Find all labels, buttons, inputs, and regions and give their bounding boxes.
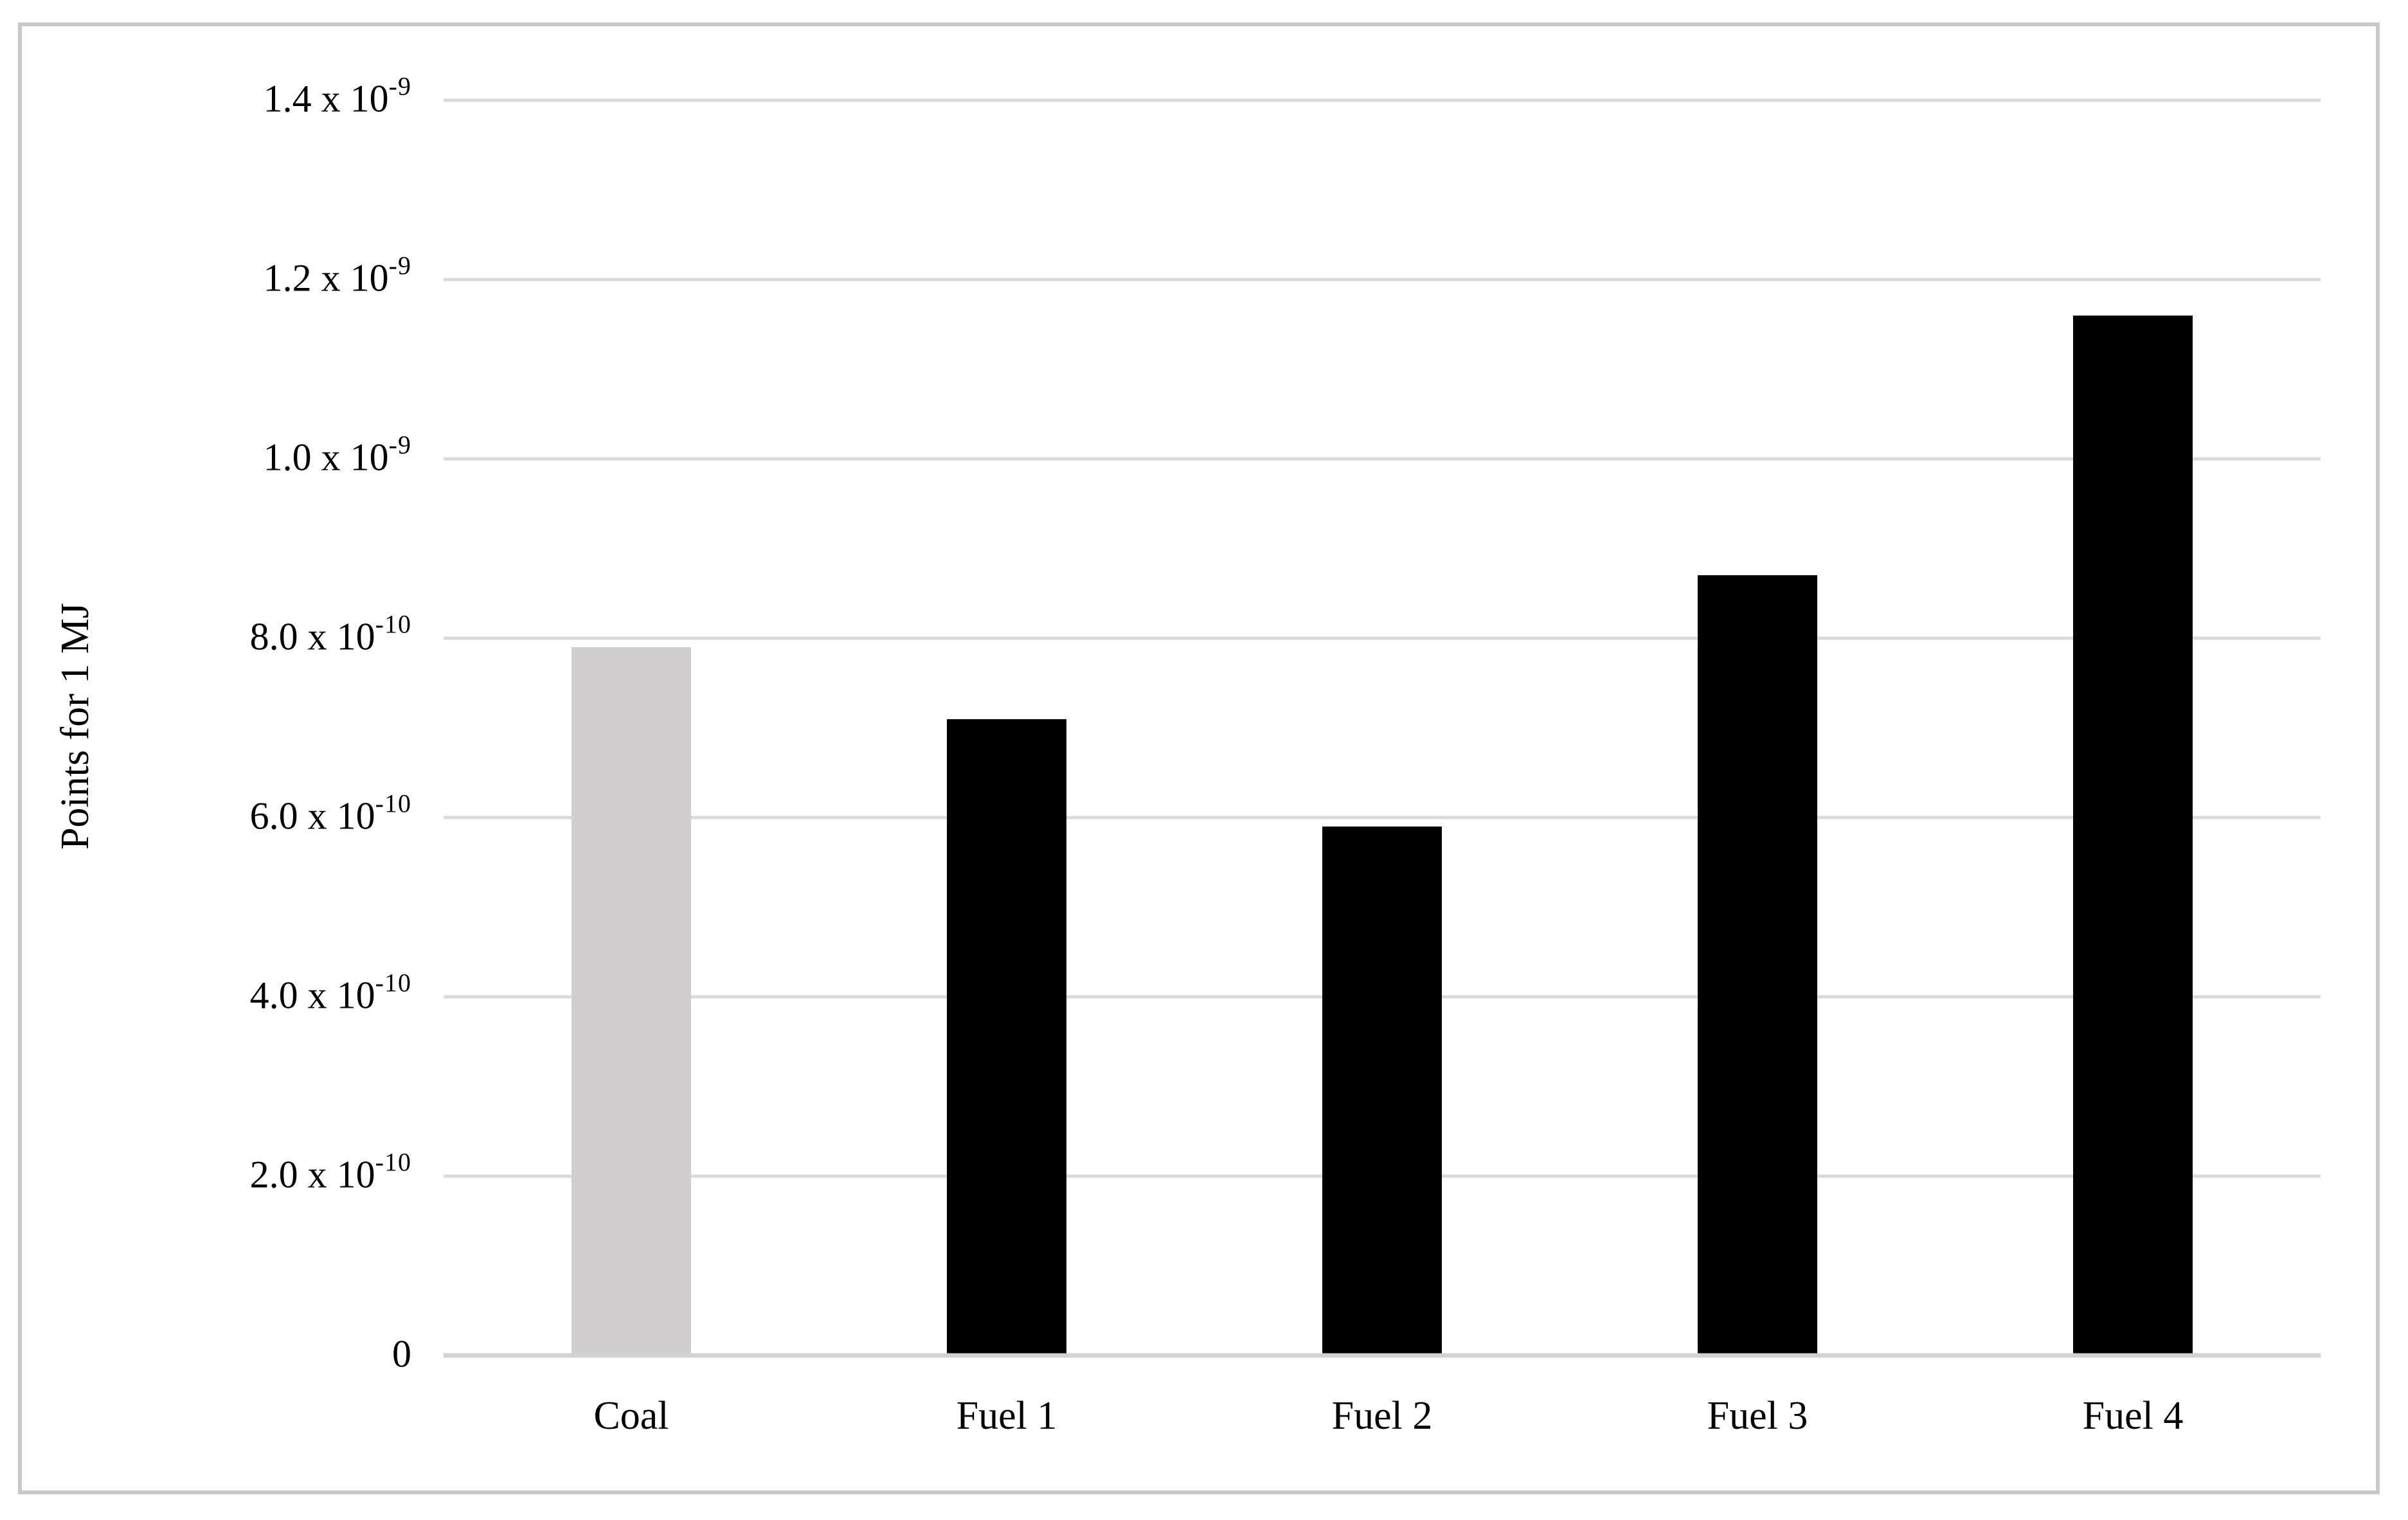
- gridline-6.0x10-10: [444, 816, 2321, 819]
- y-axis-title: Points for 1 MJ: [53, 602, 97, 850]
- ytick-mantissa: 4.0 x 10: [249, 974, 375, 1017]
- xtick-label-coal: Coal: [593, 1394, 669, 1438]
- bar-fuel-1: [947, 719, 1066, 1355]
- xtick-label-fuel-3: Fuel 3: [1707, 1394, 1808, 1438]
- gridline-1.0x10-9: [444, 457, 2321, 461]
- ytick-exponent: -9: [388, 430, 411, 460]
- figure-border: [18, 22, 2380, 1494]
- ytick-exponent: -10: [375, 609, 411, 639]
- bar-coal: [571, 647, 691, 1355]
- ytick-label-0: 0: [392, 1335, 411, 1373]
- x-axis-line: [444, 1353, 2321, 1358]
- ytick-label-4.0x10-10: 4.0 x 10-10: [249, 970, 411, 1017]
- ytick-exponent: -9: [388, 251, 411, 280]
- xtick-label-fuel-1: Fuel 1: [956, 1394, 1057, 1438]
- ytick-label-2.0x10-10: 2.0 x 10-10: [249, 1149, 411, 1196]
- ytick-label-1.0x10-9: 1.0 x 10-9: [263, 432, 411, 479]
- ytick-exponent: -10: [375, 789, 411, 818]
- ytick-mantissa: 8.0 x 10: [249, 615, 375, 658]
- ytick-label-8.0x10-10: 8.0 x 10-10: [249, 611, 411, 658]
- ytick-label-1.2x10-9: 1.2 x 10-9: [263, 253, 411, 300]
- xtick-label-fuel-2: Fuel 2: [1331, 1394, 1433, 1438]
- bar-fuel-2: [1322, 826, 1442, 1355]
- ytick-exponent: -9: [388, 71, 411, 101]
- ytick-mantissa: 1.2 x 10: [263, 256, 389, 300]
- ytick-exponent: -10: [375, 1147, 411, 1177]
- ytick-mantissa: 1.0 x 10: [263, 436, 389, 479]
- plot-area: [444, 98, 2321, 1358]
- bar-fuel-3: [1698, 575, 1817, 1355]
- ytick-exponent: -10: [375, 968, 411, 997]
- xtick-label-fuel-4: Fuel 4: [2082, 1394, 2184, 1438]
- ytick-label-6.0x10-10: 6.0 x 10-10: [249, 791, 411, 837]
- gridline-1.2x10-9: [444, 278, 2321, 282]
- gridline-1.4x10-9: [444, 98, 2321, 102]
- bar-fuel-4: [2073, 315, 2193, 1355]
- gridline-8.0x10-10: [444, 636, 2321, 640]
- ytick-mantissa: 6.0 x 10: [249, 794, 375, 837]
- ytick-label-1.4x10-9: 1.4 x 10-9: [263, 73, 411, 120]
- ytick-mantissa: 1.4 x 10: [263, 77, 389, 120]
- ytick-mantissa: 2.0 x 10: [249, 1153, 375, 1196]
- ytick-mantissa: 0: [392, 1332, 411, 1375]
